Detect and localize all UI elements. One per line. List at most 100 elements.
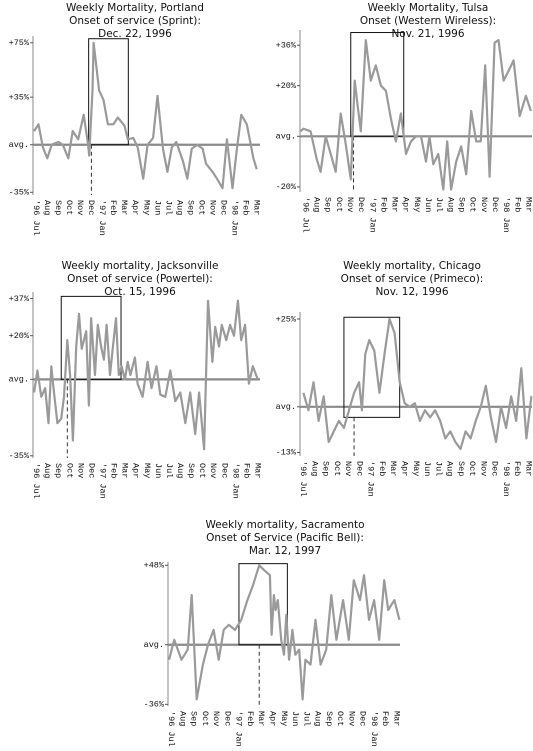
highlight-box	[350, 32, 405, 137]
x-tick-label: Sep	[321, 461, 331, 476]
x-tick-label: Sep	[456, 197, 466, 212]
x-tick-label: Aug	[42, 200, 52, 215]
x-tick-label: Feb	[378, 197, 388, 212]
x-tick-label: '97 Jan	[366, 461, 376, 497]
x-tick-label: Nov	[479, 197, 489, 212]
x-tick-label: Apr	[131, 463, 141, 478]
x-tick-label: Jul	[164, 463, 174, 478]
highlight-box	[238, 563, 288, 646]
y-tick-label: -20%	[276, 182, 297, 192]
x-tick-label: Jun	[290, 711, 300, 726]
y-tick-label: avg.	[276, 132, 296, 142]
x-tick-label: Mar	[120, 463, 130, 478]
y-tick-label: avg.	[144, 640, 164, 650]
x-tick-label: Dec	[490, 197, 500, 212]
chart-title: Nov. 21, 1996	[391, 28, 464, 40]
x-tick-label: Sep	[53, 463, 63, 478]
x-tick-label: Nov	[478, 461, 488, 476]
x-tick-label: Mar	[119, 200, 129, 215]
x-tick-label: Aug	[42, 463, 52, 478]
chart-title: Nov. 12, 1996	[375, 286, 448, 298]
x-tick-label: Sep	[53, 200, 63, 215]
x-tick-label: Sep	[185, 200, 195, 215]
y-tick-label: avg.	[276, 402, 296, 412]
x-tick-label: Mar	[256, 711, 266, 726]
x-tick-label: Oct	[64, 200, 74, 215]
x-tick-label: Aug	[311, 197, 321, 212]
x-tick-label: Nov	[211, 711, 221, 726]
x-tick-label: Apr	[267, 711, 277, 726]
y-tick-label: -13%	[276, 448, 297, 458]
y-tick-label: -36%	[144, 700, 165, 710]
y-tick-label: +37%	[9, 294, 30, 304]
x-tick-label: '96 Jul	[31, 463, 41, 499]
x-tick-label: Mar	[390, 197, 400, 212]
x-tick-label: May	[279, 711, 289, 726]
x-tick-label: Oct	[467, 461, 477, 476]
x-tick-label: Mar	[251, 200, 261, 215]
x-tick-label: Nov	[75, 200, 85, 215]
x-tick-label: Aug	[445, 197, 455, 212]
chart-title: Onset of Service (Pacific Bell):	[206, 532, 364, 544]
data-line	[299, 39, 532, 191]
x-tick-label: May	[411, 461, 421, 476]
x-tick-label: Nov	[343, 461, 353, 476]
x-tick-label: Sep	[323, 197, 333, 212]
x-tick-label: Oct	[64, 463, 74, 478]
x-tick-label: '96 Jul	[300, 197, 310, 233]
data-line	[33, 299, 259, 451]
chart-title: Mar. 12, 1997	[249, 545, 321, 557]
x-tick-label: '96 Jul	[298, 461, 308, 497]
x-tick-label: '97 Jan	[98, 463, 108, 499]
y-tick-label: avg.	[9, 140, 29, 150]
x-tick-label: '97 Jan	[367, 197, 377, 233]
x-tick-label: Sep	[324, 711, 334, 726]
x-tick-label: Nov	[75, 463, 85, 478]
x-tick-label: Dec	[358, 711, 368, 726]
x-tick-label: Jul	[163, 200, 173, 215]
y-tick-label: +75%	[9, 38, 30, 48]
x-tick-label: Dec	[356, 197, 366, 212]
x-tick-label: Mar	[391, 711, 401, 726]
x-tick-label: Feb	[240, 200, 250, 215]
x-tick-label: Aug	[309, 461, 319, 476]
x-tick-label: Apr	[130, 200, 140, 215]
data-line	[33, 41, 258, 190]
y-tick-label: +25%	[276, 314, 297, 324]
chart-title: Onset of service (Powertel):	[67, 273, 213, 285]
x-tick-label: Nov	[346, 711, 356, 726]
x-tick-label: '96 Jul	[166, 711, 176, 747]
chart-title: Weekly Mortality, Portland	[66, 2, 204, 14]
x-tick-label: Oct	[335, 711, 345, 726]
chart-title: Onset of service (Sprint):	[69, 15, 201, 27]
x-tick-label: Oct	[197, 463, 207, 478]
x-tick-label: Feb	[241, 463, 251, 478]
x-tick-label: Mar	[523, 197, 533, 212]
highlight-box	[60, 295, 122, 380]
y-tick-label: +35%	[9, 92, 30, 102]
x-tick-label: Feb	[512, 461, 522, 476]
x-tick-label: Sep	[189, 711, 199, 726]
x-tick-label: Jul	[434, 197, 444, 212]
x-tick-label: Oct	[200, 711, 210, 726]
chart-title: Weekly mortality, Sacramento	[205, 519, 364, 531]
x-tick-label: Feb	[108, 200, 118, 215]
x-tick-label: Dec	[86, 200, 96, 215]
x-tick-label: Jul	[433, 461, 443, 476]
x-tick-label: Dec	[218, 200, 228, 215]
x-tick-label: Jun	[153, 463, 163, 478]
x-tick-label: Mar	[523, 461, 533, 476]
x-tick-label: Feb	[380, 711, 390, 726]
x-tick-label: Aug	[177, 711, 187, 726]
x-tick-label: Dec	[222, 711, 232, 726]
x-tick-label: Aug	[445, 461, 455, 476]
data-line	[168, 564, 401, 701]
y-tick-label: -35%	[9, 451, 30, 461]
x-tick-label: May	[141, 200, 151, 215]
x-tick-label: '97 Jan	[97, 200, 107, 236]
x-tick-label: Jun	[152, 200, 162, 215]
x-tick-label: Oct	[334, 197, 344, 212]
